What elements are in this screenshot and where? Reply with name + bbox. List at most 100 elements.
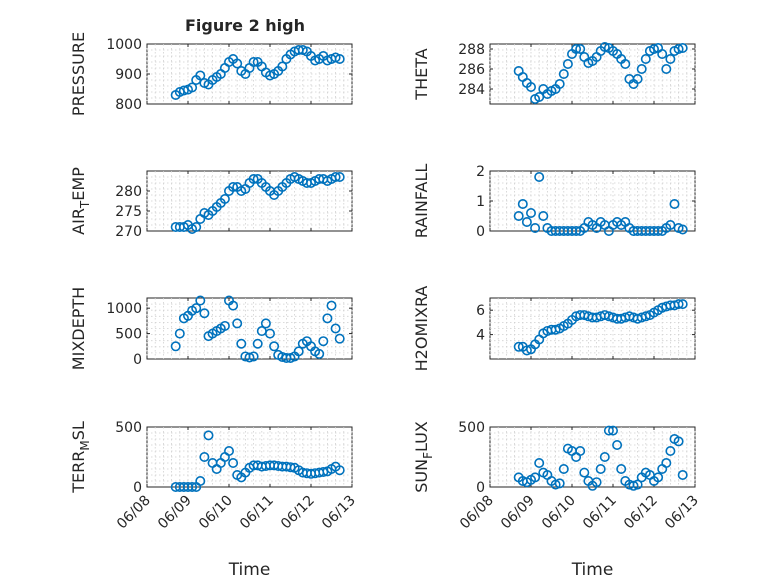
y-tick-label: 4 xyxy=(476,328,485,344)
data-point xyxy=(191,303,202,314)
data-point xyxy=(248,351,259,362)
data-point xyxy=(595,463,606,474)
y-tick-label: 500 xyxy=(458,420,485,436)
data-point xyxy=(195,295,206,306)
data-point xyxy=(170,341,181,352)
data-point xyxy=(534,172,545,183)
subplot-theta: 284 286 288 THETA xyxy=(412,41,696,105)
y-tick-label: 900 xyxy=(115,67,142,83)
data-point xyxy=(219,320,230,331)
y-tick-label: 280 xyxy=(115,184,142,200)
data-point xyxy=(285,462,296,473)
axes-box xyxy=(489,43,696,105)
data-point xyxy=(669,199,680,210)
data-points xyxy=(513,425,688,491)
data-point xyxy=(232,318,243,329)
y-tick-label: 6 xyxy=(476,303,485,319)
data-point xyxy=(248,174,259,185)
y-tick-label: 500 xyxy=(115,327,142,343)
data-point xyxy=(521,217,532,228)
data-point xyxy=(224,445,235,456)
data-point xyxy=(673,43,684,54)
subplot-h2omixra: 4 6 H2OMIXRA xyxy=(412,286,696,372)
data-point xyxy=(334,333,345,344)
data-point xyxy=(178,85,189,96)
y-tick-label: 275 xyxy=(115,204,142,220)
x-tick-label: 06/10 xyxy=(196,493,236,533)
data-point xyxy=(228,182,239,193)
y-tick-label: 0 xyxy=(476,480,485,496)
data-point xyxy=(260,318,271,329)
data-point xyxy=(603,425,614,436)
data-point xyxy=(236,338,247,349)
y-axis-label: AIRTEMP xyxy=(69,167,92,235)
data-point xyxy=(653,226,664,237)
data-point xyxy=(673,299,684,310)
data-point xyxy=(554,478,565,489)
subplot-rainfall: 0 1 2 RAINFALL xyxy=(412,164,696,240)
data-point xyxy=(330,323,341,334)
data-point xyxy=(277,61,288,72)
x-tick-label: 06/13 xyxy=(319,493,359,533)
y-tick-label: 1000 xyxy=(106,37,142,53)
data-point xyxy=(628,480,639,491)
data-point xyxy=(665,53,676,64)
data-points xyxy=(513,299,688,356)
y-tick-label: 500 xyxy=(115,420,142,436)
data-point xyxy=(525,82,536,93)
data-point xyxy=(228,457,239,468)
data-point xyxy=(661,64,672,75)
data-point xyxy=(228,300,239,311)
data-points xyxy=(170,295,345,363)
data-points xyxy=(513,41,688,105)
y-tick-label: 1000 xyxy=(106,301,142,317)
y-tick-label: 0 xyxy=(133,480,142,496)
data-point xyxy=(657,48,668,59)
y-axis-label: MIXDEPTH xyxy=(69,287,88,370)
data-point xyxy=(334,53,345,64)
x-axis-label: Time xyxy=(571,560,614,580)
data-point xyxy=(219,194,230,205)
data-point xyxy=(330,172,341,183)
y-axis-label: H2OMIXRA xyxy=(412,286,431,372)
y-axis-label: THETA xyxy=(412,48,431,100)
data-point xyxy=(673,436,684,447)
data-point xyxy=(550,324,561,335)
data-point xyxy=(326,300,337,311)
data-point xyxy=(530,223,541,234)
data-point xyxy=(203,430,214,441)
data-point xyxy=(195,475,206,486)
data-point xyxy=(334,465,345,476)
data-point xyxy=(195,70,206,81)
data-point xyxy=(187,481,198,492)
data-point xyxy=(334,172,345,183)
data-point xyxy=(677,299,688,310)
y-axis-label: PRESSURE xyxy=(69,32,88,116)
y-tick-label: 270 xyxy=(115,224,142,240)
data-points xyxy=(170,430,345,492)
data-point xyxy=(571,226,582,237)
data-point xyxy=(322,313,333,324)
data-point xyxy=(517,199,528,210)
data-point xyxy=(525,208,536,219)
data-point xyxy=(269,341,280,352)
data-point xyxy=(562,58,573,69)
data-point xyxy=(521,345,532,356)
data-points xyxy=(170,44,345,101)
data-point xyxy=(199,308,210,319)
y-tick-label: 2 xyxy=(476,164,485,180)
x-tick-label: 06/12 xyxy=(621,493,661,533)
data-point xyxy=(248,56,259,67)
data-point xyxy=(558,69,569,80)
x-tick-label: 06/08 xyxy=(457,493,497,533)
x-tick-label: 06/09 xyxy=(155,493,195,533)
data-point xyxy=(612,439,623,450)
y-axis-label: RAINFALL xyxy=(412,164,431,239)
x-tick-label: 06/11 xyxy=(580,493,620,533)
data-points xyxy=(513,172,688,237)
data-point xyxy=(620,58,631,69)
y-tick-label: 1 xyxy=(476,194,485,210)
data-point xyxy=(616,463,627,474)
data-point xyxy=(314,348,325,359)
